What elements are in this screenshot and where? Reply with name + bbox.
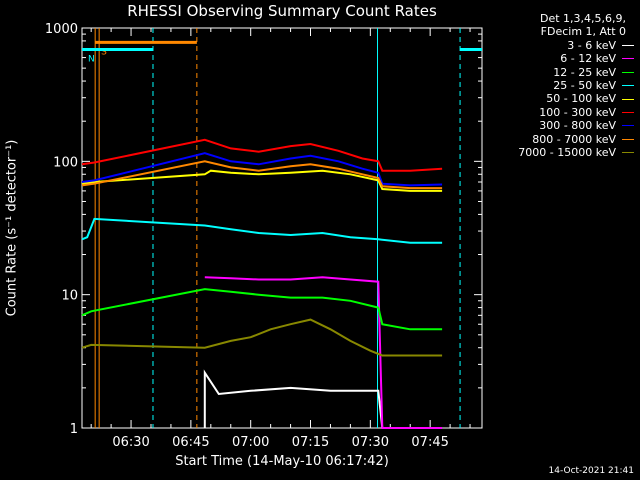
- flag-label: S: [101, 47, 107, 57]
- legend-header-line-1: Det 1,3,4,5,6,9,: [539, 12, 626, 25]
- x-tick-label: 07:45: [411, 435, 448, 450]
- legend-entry: 3 - 6 keV: [484, 39, 634, 52]
- legend-entry: 800 - 7000 keV: [484, 133, 634, 146]
- legend-swatch: [622, 58, 634, 60]
- legend-entry: 50 - 100 keV: [484, 92, 634, 105]
- legend-entry: 7000 - 15000 keV: [484, 146, 634, 159]
- legend-swatch: [622, 98, 634, 100]
- y-tick-label: 1: [70, 422, 78, 437]
- legend-entry: 300 - 800 keV: [484, 119, 634, 132]
- series-line: [81, 288, 443, 331]
- series-line: [81, 217, 443, 244]
- y-tick-label: 100: [53, 155, 78, 170]
- y-tick-label: 1000: [45, 22, 78, 37]
- legend-entry-label: 3 - 6 keV: [567, 38, 616, 52]
- chart-title: RHESSI Observing Summary Count Rates: [127, 2, 437, 20]
- x-axis-label: Start Time (14-May-10 06:17:42): [175, 454, 389, 469]
- legend-swatch: [622, 111, 634, 113]
- x-tick-label: 07:30: [352, 435, 389, 450]
- legend-entry: 6 - 12 keV: [484, 52, 634, 65]
- legend-entry: 100 - 300 keV: [484, 106, 634, 119]
- legend-swatch: [622, 71, 634, 73]
- x-tick-label: 07:15: [292, 435, 329, 450]
- y-tick-label: 10: [61, 289, 78, 304]
- x-tick-label: 06:30: [112, 435, 149, 450]
- x-tick-label: 06:45: [172, 435, 209, 450]
- legend-entry-label: 7000 - 15000 keV: [518, 145, 616, 159]
- legend-entry-label: 800 - 7000 keV: [532, 132, 616, 146]
- series-line: [81, 152, 443, 187]
- timestamp-footer: 14-Oct-2021 21:41: [548, 466, 634, 476]
- series-line: [81, 318, 443, 357]
- legend-entry: 25 - 50 keV: [484, 79, 634, 92]
- legend-entry-label: 6 - 12 keV: [560, 52, 616, 66]
- legend-entry-label: 12 - 25 keV: [553, 65, 616, 79]
- legend: Det 1,3,4,5,6,9, FDecim 1, Att 0 3 - 6 k…: [484, 12, 634, 159]
- series-line: [81, 160, 443, 190]
- legend-swatch: [622, 125, 634, 127]
- legend-swatch: [622, 45, 634, 46]
- legend-entry-label: 300 - 800 keV: [539, 119, 616, 133]
- series-line: [81, 138, 443, 172]
- series-line: [203, 369, 384, 429]
- legend-entry-label: 50 - 100 keV: [546, 92, 616, 106]
- legend-entry: 12 - 25 keV: [484, 66, 634, 79]
- legend-entry-label: 25 - 50 keV: [553, 78, 616, 92]
- series-line: [204, 276, 443, 429]
- legend-swatch: [622, 152, 634, 154]
- x-tick-label: 07:00: [232, 435, 269, 450]
- y-axis-label: Count Rate (s⁻¹ detector⁻¹): [4, 139, 20, 317]
- legend-entry-label: 100 - 300 keV: [539, 105, 616, 119]
- series-line: [81, 169, 443, 192]
- legend-header-line-2: FDecim 1, Att 0: [540, 25, 626, 39]
- plot-frame: [81, 27, 483, 429]
- legend-swatch: [622, 85, 634, 87]
- legend-swatch: [622, 138, 634, 140]
- flag-label: N: [88, 54, 95, 64]
